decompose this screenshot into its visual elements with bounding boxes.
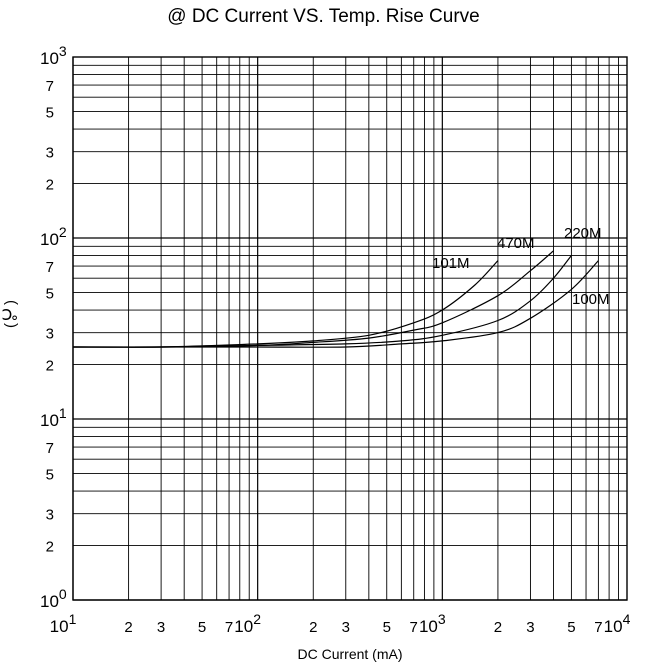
y-tick-label: 2: [46, 539, 54, 556]
x-tick-label: 104: [604, 611, 631, 636]
y-tick-label: 7: [46, 78, 54, 95]
plot-frame: [72, 56, 628, 601]
x-tick-label: 3: [342, 619, 350, 636]
x-tick-label: 101: [50, 611, 77, 636]
y-tick-label: 7: [46, 259, 54, 276]
x-tick-label: 2: [494, 619, 502, 636]
grid: [72, 57, 627, 601]
x-axis-label: DC Current (mA): [297, 646, 403, 662]
y-tick-label: 101: [40, 405, 67, 430]
x-tick-label: 102: [234, 611, 261, 636]
series-label-101m: 101M: [432, 255, 470, 272]
x-tick-label: 3: [157, 619, 165, 636]
y-tick-label: 5: [46, 466, 54, 483]
y-tick-label: 7: [46, 440, 54, 457]
x-tick-label: 5: [567, 619, 575, 636]
x-tick-label: 7: [225, 619, 233, 636]
y-tick-label: 2: [46, 358, 54, 375]
series-group: [72, 250, 599, 348]
y-tick-label: 3: [46, 145, 54, 162]
y-tick-label: 3: [46, 326, 54, 343]
series-label-100m: 100M: [572, 291, 610, 308]
y-tick-labels: 100 101 102 103 2 3 5 7 2 3 5 7 2 3 5 7: [40, 43, 67, 611]
series-label-470m: 470M: [497, 235, 535, 252]
y-tick-label: 5: [46, 285, 54, 302]
y-tick-label: 102: [40, 224, 67, 249]
x-tick-label: 2: [309, 619, 317, 636]
x-tick-label: 5: [198, 619, 206, 636]
x-tick-labels: 101 102 103 104 2 3 5 7 2 3 5 7 2 3 5 7: [50, 611, 631, 636]
y-axis-label: (℃): [2, 300, 19, 328]
y-tick-label: 103: [40, 43, 67, 68]
series-line-100m: [72, 260, 599, 348]
x-tick-label: 2: [124, 619, 132, 636]
series-label-220m: 220M: [564, 225, 602, 242]
plot-border: [72, 56, 628, 601]
x-tick-label: 5: [383, 619, 391, 636]
x-tick-label: 7: [410, 619, 418, 636]
x-tick-label: 103: [419, 611, 446, 636]
chart-title: @ DC Current VS. Temp. Rise Curve: [167, 6, 480, 27]
y-tick-label: 2: [46, 177, 54, 194]
y-tick-label: 3: [46, 507, 54, 524]
x-tick-label: 7: [594, 619, 602, 636]
series-labels: 101M 470M 220M 100M: [432, 225, 610, 308]
y-tick-label: 100: [40, 586, 67, 611]
y-tick-label: 5: [46, 104, 54, 121]
x-tick-label: 3: [526, 619, 534, 636]
